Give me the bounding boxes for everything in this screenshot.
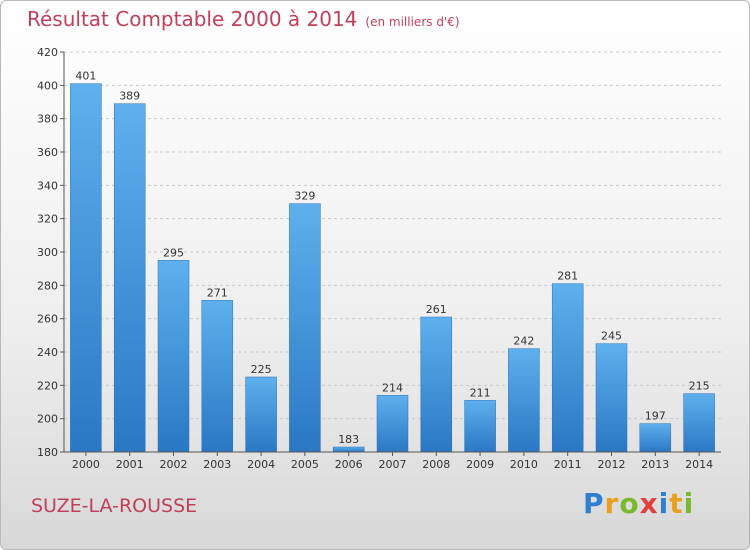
bar-2008 bbox=[420, 316, 453, 453]
bar-value-label: 183 bbox=[338, 433, 359, 446]
logo-letter: o bbox=[619, 487, 640, 520]
y-tick-label: 280 bbox=[37, 279, 58, 292]
x-tick-label: 2001 bbox=[116, 458, 144, 471]
bar-value-label: 225 bbox=[251, 363, 272, 376]
y-tick-label: 380 bbox=[37, 113, 58, 126]
bar-value-label: 329 bbox=[294, 190, 315, 203]
x-tick-label: 2008 bbox=[422, 458, 450, 471]
bar-value-label: 214 bbox=[382, 381, 403, 394]
y-tick-label: 420 bbox=[37, 46, 58, 59]
bar-2000 bbox=[70, 83, 102, 453]
bar-2007 bbox=[376, 395, 409, 453]
bar-2014 bbox=[683, 393, 715, 453]
logo-letter: i bbox=[683, 487, 695, 520]
y-tick-label: 360 bbox=[37, 146, 58, 159]
x-tick-label: 2003 bbox=[203, 458, 231, 471]
x-tick-label: 2004 bbox=[247, 458, 275, 471]
bar-2003 bbox=[201, 300, 234, 453]
bar-value-label: 281 bbox=[557, 270, 578, 283]
x-tick-label: 2011 bbox=[554, 458, 582, 471]
bars: 401 389 295 271 225 329 183 214 261 211 242 281 245 1… bbox=[70, 70, 715, 453]
bar-value-label: 245 bbox=[601, 330, 622, 343]
bar-2004 bbox=[245, 376, 277, 453]
proxiti-logo: Proxiti bbox=[583, 487, 694, 520]
x-tick-label: 2013 bbox=[641, 458, 669, 471]
bar-value-label: 215 bbox=[689, 380, 710, 393]
logo-letter: i bbox=[658, 487, 670, 520]
bar-2012 bbox=[595, 343, 628, 453]
y-tick-label: 300 bbox=[37, 246, 58, 259]
x-tick-label: 2002 bbox=[160, 458, 188, 471]
bar-2002 bbox=[157, 260, 190, 453]
x-tick-label: 2014 bbox=[685, 458, 713, 471]
x-tick-label: 2000 bbox=[72, 458, 100, 471]
logo-letter: P bbox=[583, 487, 605, 520]
y-tick-label: 240 bbox=[37, 346, 58, 359]
y-tick-label: 220 bbox=[37, 379, 58, 392]
bar-2013 bbox=[639, 423, 672, 453]
logo-letter: r bbox=[604, 487, 620, 520]
city-name: SUZE-LA-ROUSSE bbox=[31, 495, 198, 517]
bar-2001 bbox=[113, 103, 146, 453]
bar-2011 bbox=[551, 283, 584, 453]
bar-2009 bbox=[464, 400, 496, 453]
bar-value-label: 211 bbox=[470, 386, 491, 399]
axes: 180 200 220 240 260 280 300 320 340 360 380 400 420 2… bbox=[37, 46, 721, 471]
y-tick-label: 180 bbox=[37, 446, 58, 459]
x-tick-label: 2010 bbox=[510, 458, 538, 471]
bar-2010 bbox=[508, 348, 540, 453]
y-tick-label: 320 bbox=[37, 213, 58, 226]
y-tick-label: 400 bbox=[37, 79, 58, 92]
logo-letter: t bbox=[669, 487, 684, 520]
chart-title: Résultat Comptable 2000 à 2014 (en millie… bbox=[27, 7, 460, 31]
bar-value-label: 295 bbox=[163, 246, 184, 259]
chart-title-text: Résultat Comptable 2000 à 2014 bbox=[27, 7, 358, 31]
bar-value-label: 242 bbox=[513, 335, 534, 348]
bar-2005 bbox=[289, 203, 321, 453]
logo-letter: x bbox=[639, 487, 659, 520]
y-tick-label: 340 bbox=[37, 179, 58, 192]
bar-value-label: 197 bbox=[645, 410, 666, 423]
x-tick-label: 2009 bbox=[466, 458, 494, 471]
y-tick-label: 200 bbox=[37, 413, 58, 426]
chart-subtitle: (en milliers d'€) bbox=[365, 15, 460, 29]
x-tick-label: 2007 bbox=[379, 458, 407, 471]
x-tick-label: 2006 bbox=[335, 458, 363, 471]
x-tick-label: 2005 bbox=[291, 458, 319, 471]
bar-2006 bbox=[332, 446, 365, 453]
x-tick-label: 2012 bbox=[598, 458, 626, 471]
bar-value-label: 261 bbox=[426, 303, 447, 316]
y-tick-label: 260 bbox=[37, 313, 58, 326]
bar-value-label: 401 bbox=[75, 70, 96, 83]
bar-value-label: 271 bbox=[207, 286, 228, 299]
bar-value-label: 389 bbox=[119, 90, 140, 103]
